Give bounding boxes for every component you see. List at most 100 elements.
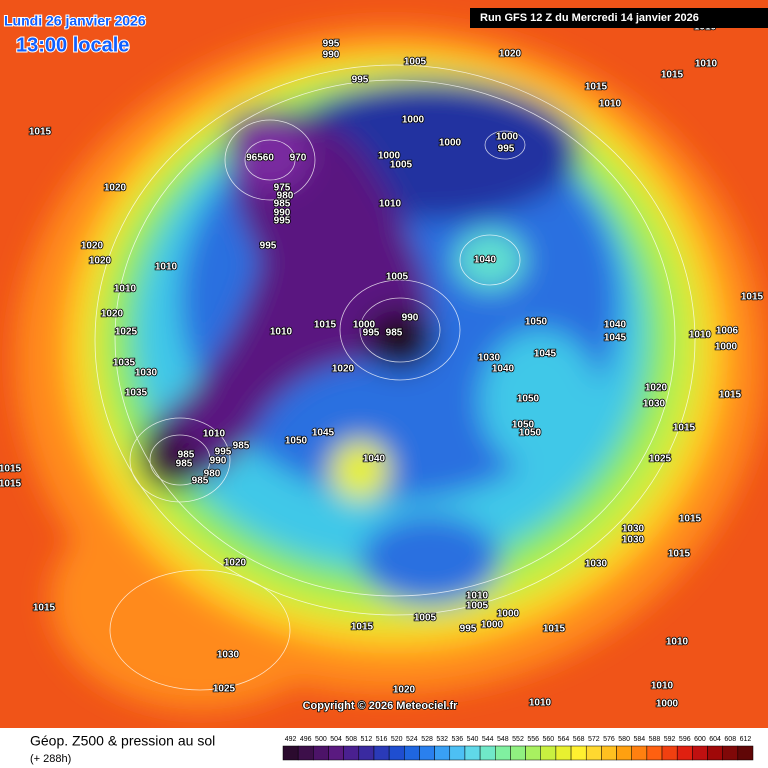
pressure-label: 1010 [666, 637, 689, 648]
scale-label: 536 [452, 736, 464, 743]
scale-swatch [343, 745, 360, 761]
pressure-label: 1015 [0, 464, 22, 475]
scale-label: 492 [285, 736, 297, 743]
pressure-label: 985 [176, 459, 193, 470]
pressure-label: 1050 [285, 436, 308, 447]
date: Lundi 26 janvier 2026 [4, 13, 146, 29]
pressure-label: 990 [323, 50, 340, 61]
pressure-label: 1000 [353, 320, 376, 331]
pressure-label: 1010 [270, 327, 293, 338]
scale-label: 508 [345, 736, 357, 743]
pressure-label: 1015 [0, 479, 22, 490]
pressure-label: 1045 [604, 333, 627, 344]
pressure-label: 995 [363, 328, 380, 339]
scale-swatch [631, 745, 648, 761]
pressure-label: 1005 [386, 272, 409, 283]
pressure-label: 980 [204, 469, 221, 480]
pressure-label: 1010 [114, 284, 137, 295]
footer-title: Géop. Z500 & pression au sol [30, 733, 215, 749]
pressure-label: 995 [215, 447, 232, 458]
pressure-label: 1010 [599, 99, 622, 110]
pressure-label: 1000 [481, 620, 504, 631]
pressure-label: 995 [460, 624, 477, 635]
pressure-label: 1020 [499, 49, 522, 60]
pressure-label: 1010 [379, 199, 402, 210]
pressure-label: 1040 [363, 454, 386, 465]
pressure-label: 1015 [679, 514, 702, 525]
pressure-label: 1030 [622, 535, 645, 546]
pressure-label: 970 [290, 153, 307, 164]
pressure-label: 1025 [649, 454, 672, 465]
run-info: Run GFS 12 Z du Mercredi 14 janvier 2026 [480, 12, 699, 24]
pressure-label: 1015 [719, 390, 742, 401]
pressure-label: 1015 [668, 549, 691, 560]
scale-swatch [297, 745, 314, 761]
pressure-label: 1015 [33, 603, 56, 614]
pressure-label: 1000 [378, 151, 401, 162]
scale-label: 580 [618, 736, 630, 743]
pressure-label: 1005 [390, 160, 413, 171]
pressure-label: 1035 [125, 388, 148, 399]
pressure-label: 990 [210, 456, 227, 467]
scale-label: 604 [709, 736, 721, 743]
pressure-label: 1000 [439, 138, 462, 149]
pressure-label: 1030 [478, 353, 501, 364]
pressure-label: 1030 [135, 368, 158, 379]
pressure-label: 1050 [525, 317, 548, 328]
pressure-label: 1040 [604, 320, 627, 331]
scale-label: 572 [588, 736, 600, 743]
scale-swatch [555, 745, 572, 761]
pressure-label: 1005 [414, 613, 437, 624]
pressure-label: 1006 [716, 326, 739, 337]
scale-swatch [419, 745, 435, 761]
scale-label: 528 [421, 736, 433, 743]
pressure-label: 1040 [474, 255, 497, 266]
scale-swatch [373, 745, 390, 761]
scale-swatch [525, 745, 541, 761]
scale-label: 592 [664, 736, 676, 743]
pressure-label: 1035 [113, 358, 136, 369]
pressure-label: 1025 [213, 684, 236, 695]
scale-swatch [540, 745, 557, 761]
pressure-label: 1010 [695, 59, 718, 70]
pressure-label: 1015 [673, 423, 696, 434]
scale-label: 520 [391, 736, 403, 743]
scale-label: 584 [633, 736, 645, 743]
scale-label: 568 [573, 736, 585, 743]
pressure-label: 1030 [643, 399, 666, 410]
pressure-label: 985 [274, 199, 291, 210]
scale-swatch [585, 745, 602, 761]
pressure-label: 1045 [534, 349, 557, 360]
scale-label: 564 [558, 736, 570, 743]
scale-label: 540 [467, 736, 479, 743]
pressure-label: 1010 [651, 681, 674, 692]
pressure-label: 975 [274, 183, 291, 194]
scale-swatch [404, 745, 420, 761]
pressure-label: 1050 [512, 420, 535, 431]
pressure-label: 995 [323, 39, 340, 50]
pressure-label: 1010 [529, 698, 552, 709]
scale-label: 612 [740, 736, 752, 743]
pressure-label: 1020 [101, 309, 124, 320]
pressure-label: 1050 [519, 428, 542, 439]
scale-label: 512 [361, 736, 373, 743]
pressure-label: 1000 [497, 609, 520, 620]
pressure-label: 995 [352, 75, 369, 86]
pressure-label: 995 [498, 144, 515, 155]
scale-swatch [692, 745, 708, 761]
pressure-label: 1040 [492, 364, 515, 375]
pressure-label: 1020 [89, 256, 112, 267]
pressure-label: 1015 [543, 624, 566, 635]
scale-label: 500 [315, 736, 327, 743]
pressure-label: 1030 [217, 650, 240, 661]
pressure-label: 1005 [404, 57, 427, 68]
scale-swatch [722, 745, 739, 761]
pressure-label: 1020 [393, 685, 416, 696]
pressure-label: 995 [274, 216, 291, 227]
scale-swatch [510, 745, 526, 761]
pressure-labels: 9959901005102010101015101099510151010100… [0, 21, 764, 711]
pressure-label: 1000 [402, 115, 425, 126]
pressure-label: 1045 [312, 428, 335, 439]
scale-swatch [646, 745, 663, 761]
scale-swatch [434, 745, 451, 761]
